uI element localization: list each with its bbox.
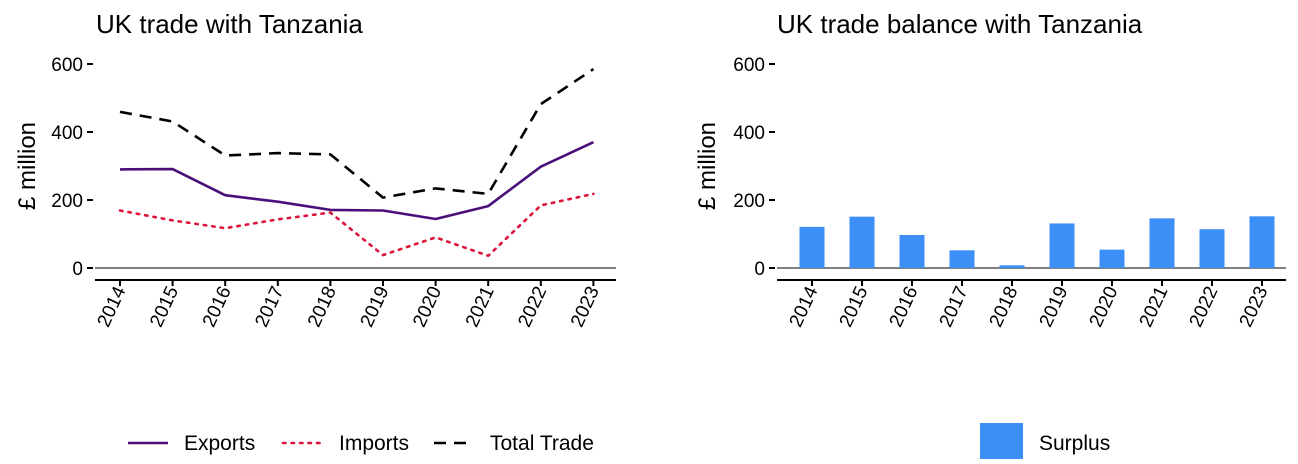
bar-2017: [949, 250, 975, 268]
x-tick-label: 2020: [1086, 283, 1123, 330]
y-tick-label: 200: [51, 191, 83, 212]
y-tick-label: 600: [733, 55, 765, 76]
x-tick-label: 2022: [514, 283, 551, 330]
legend-key-surplus: [980, 423, 1023, 459]
x-tick-label: 2015: [836, 283, 873, 330]
x-tick-label: 2019: [1036, 283, 1073, 330]
bar-2023: [1249, 216, 1275, 268]
bar-2014: [799, 226, 825, 268]
series-line-imports: [118, 192, 595, 258]
x-tick-label: 2021: [1136, 283, 1173, 330]
bar-2021: [1149, 218, 1175, 268]
x-tick-label: 2023: [567, 283, 604, 330]
bar-2018: [999, 265, 1025, 268]
x-tick-label: 2019: [357, 283, 394, 330]
bar-2019: [1049, 223, 1075, 268]
bar-2016: [899, 235, 925, 268]
series-line-total-trade: [119, 68, 595, 199]
x-tick-label: 2018: [986, 283, 1023, 330]
legend-label: Total Trade: [490, 432, 594, 455]
x-tick-label: 2016: [886, 283, 923, 330]
y-axis-title: £ million: [694, 122, 721, 210]
x-tick-label: 2017: [251, 283, 288, 330]
x-tick-label: 2018: [304, 283, 341, 330]
y-tick-label: 0: [72, 259, 83, 280]
x-tick-label: 2021: [462, 283, 499, 330]
y-tick-label: 400: [51, 123, 83, 144]
x-tick-label: 2014: [94, 283, 131, 331]
trade-chart-panel: UK trade with Tanzania £ million 0 200 400 60…: [14, 9, 616, 455]
y-tick-label: 600: [51, 55, 83, 76]
x-tick-label: 2016: [199, 283, 236, 330]
legend-label: Exports: [184, 432, 255, 455]
y-axis-title: £ million: [14, 122, 41, 210]
bar-2022: [1199, 229, 1225, 268]
y-tick-label: 200: [733, 191, 765, 212]
chart-title: UK trade balance with Tanzania: [777, 9, 1143, 39]
x-tick-label: 2014: [786, 283, 823, 331]
series-line-exports: [119, 141, 594, 221]
x-tick-label: 2023: [1236, 283, 1273, 330]
chart-title: UK trade with Tanzania: [96, 9, 363, 39]
x-tick-label: 2015: [146, 283, 183, 330]
x-tick-label: 2022: [1186, 283, 1223, 330]
legend-label: Imports: [339, 432, 409, 455]
y-tick-label: 0: [754, 259, 765, 280]
y-tick-label: 400: [733, 123, 765, 144]
x-tick-label: 2020: [409, 283, 446, 330]
x-tick-label: 2017: [936, 283, 973, 330]
balance-chart-panel: UK trade balance with Tanzania £ million 0…: [694, 9, 1286, 459]
legend-label: Surplus: [1039, 432, 1110, 455]
bar-2020: [1099, 249, 1125, 268]
bar-2015: [849, 216, 875, 268]
